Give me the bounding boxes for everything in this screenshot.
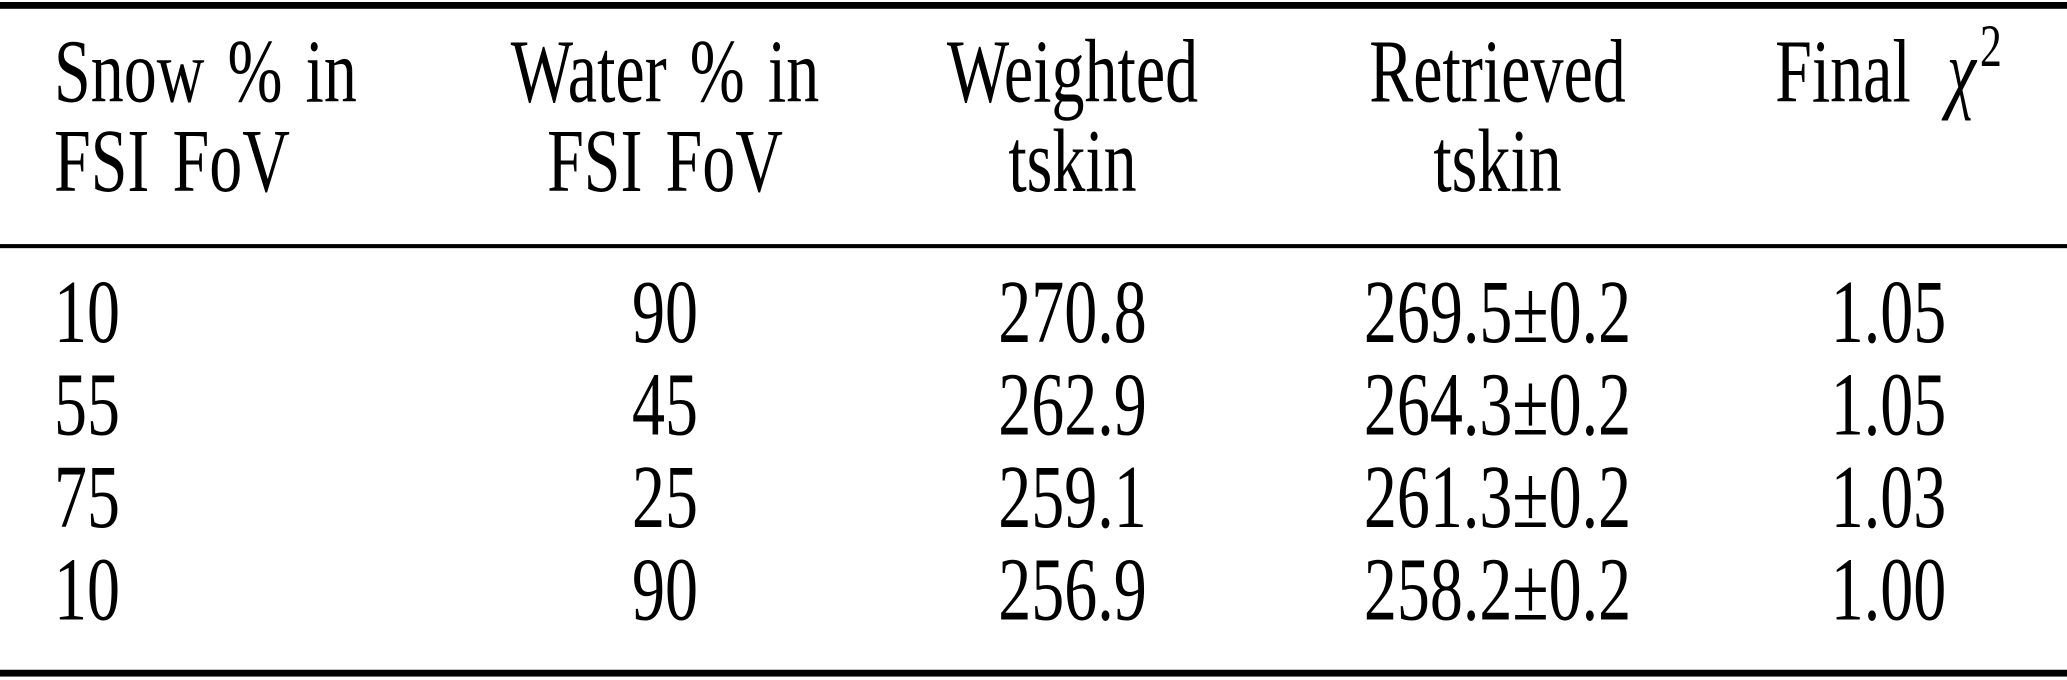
cell-snow-pct: 10 <box>54 262 120 362</box>
table-header: Snow % in FSI FoV Water % in FSI FoV Wei… <box>0 4 2067 248</box>
cell-final-chi-squared: 1.05 <box>1830 262 1947 362</box>
column-header-snow-pct-fsi-fov: Snow % in FSI FoV <box>0 4 470 248</box>
header-line: Snow % in <box>54 21 357 122</box>
table-row: 10 90 256.9 258.2±0.2 1.00 <box>0 540 2067 672</box>
table-row: 75 25 259.1 261.3±0.2 1.03 <box>0 447 2067 547</box>
column-header-final-chi-squared: Final χ2 <box>1710 4 2067 248</box>
cell-final-chi-squared: 1.05 <box>1830 355 1947 455</box>
header-line: Weighted <box>946 21 1199 122</box>
header-label: Final <box>1775 21 1911 122</box>
cell-retrieved-tskin: 258.2±0.2 <box>1363 540 1632 640</box>
cell-water-pct: 25 <box>632 447 698 547</box>
table-body: 10 90 270.8 269.5±0.2 1.05 55 45 262.9 2… <box>0 246 2067 672</box>
chi-superscript: 2 <box>1979 12 2002 80</box>
cell-snow-pct: 10 <box>54 540 120 640</box>
header-line: tskin <box>1008 111 1137 211</box>
column-header-water-pct-fsi-fov: Water % in FSI FoV <box>470 4 860 248</box>
column-header-retrieved-tskin: Retrieved tskin <box>1285 4 1710 248</box>
cell-weighted-tskin: 259.1 <box>998 447 1147 547</box>
chi-symbol: χ <box>1946 21 1976 122</box>
cell-snow-pct: 55 <box>54 355 120 455</box>
cell-retrieved-tskin: 264.3±0.2 <box>1363 355 1632 455</box>
table-row: 55 45 262.9 264.3±0.2 1.05 <box>0 359 2067 451</box>
header-line: Water % in <box>510 21 820 122</box>
header-line: FSI FoV <box>547 111 783 211</box>
cell-weighted-tskin: 262.9 <box>998 355 1147 455</box>
cell-weighted-tskin: 256.9 <box>998 540 1147 640</box>
header-line: Retrieved <box>1369 21 1626 122</box>
header-row: Snow % in FSI FoV Water % in FSI FoV Wei… <box>0 4 2067 248</box>
cell-water-pct: 45 <box>632 355 698 455</box>
cell-final-chi-squared: 1.03 <box>1830 447 1947 547</box>
cell-retrieved-tskin: 261.3±0.2 <box>1363 447 1632 547</box>
column-header-weighted-tskin: Weighted tskin <box>860 4 1285 248</box>
cell-water-pct: 90 <box>632 262 698 362</box>
header-line: tskin <box>1433 111 1562 211</box>
header-line: FSI FoV <box>54 111 290 211</box>
cell-weighted-tskin: 270.8 <box>998 262 1147 362</box>
table-row: 10 90 270.8 269.5±0.2 1.05 <box>0 246 2067 360</box>
cell-snow-pct: 75 <box>54 447 120 547</box>
cell-water-pct: 90 <box>632 540 698 640</box>
cell-final-chi-squared: 1.00 <box>1830 540 1947 640</box>
cell-retrieved-tskin: 269.5±0.2 <box>1363 262 1632 362</box>
